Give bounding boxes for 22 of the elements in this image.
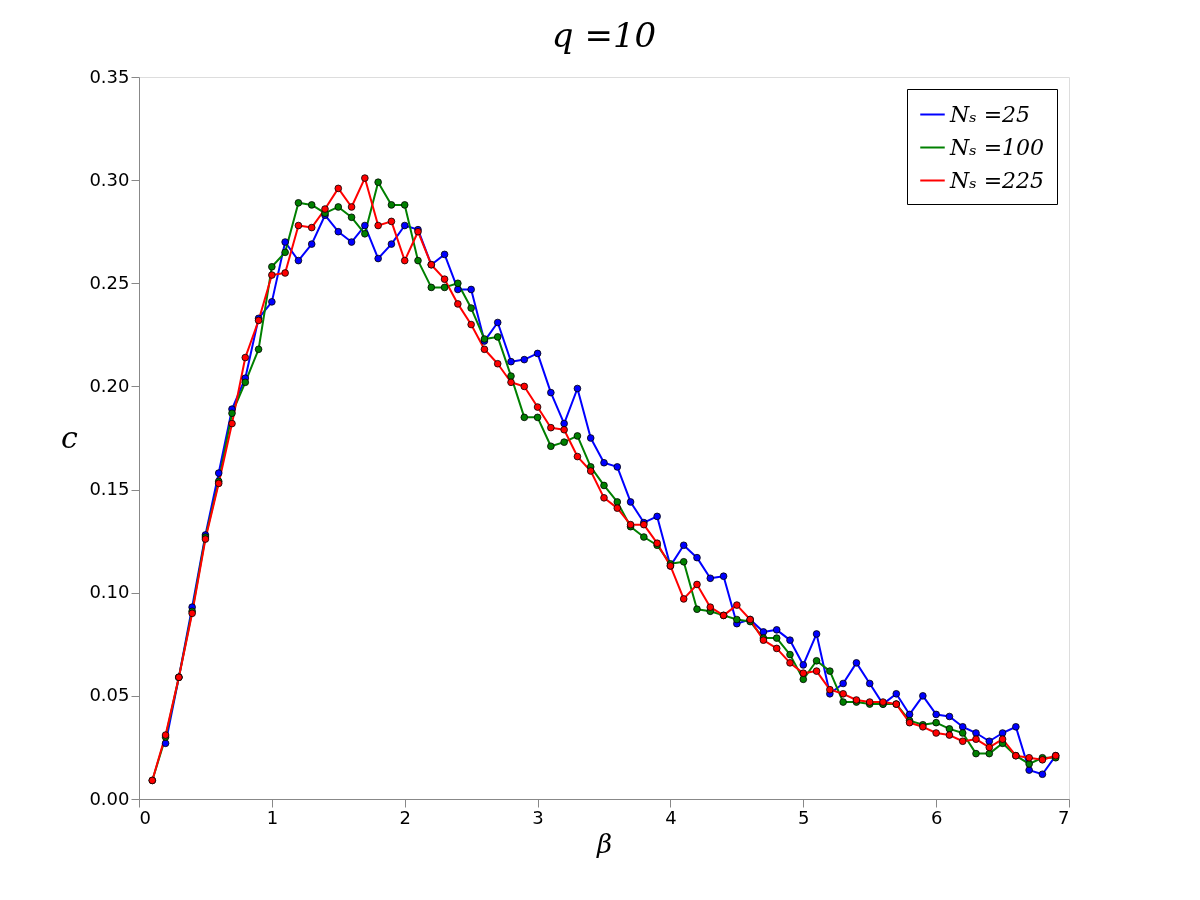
x-tick-label: 3 [532,806,544,828]
y-tick-label: 0.35 [89,65,130,87]
x-tick-label: 2 [399,806,411,828]
y-tick-label: 0.15 [89,478,130,500]
x-axis-title: β [595,828,613,859]
y-tick-label: 0.30 [89,168,130,190]
y-axis-title: c [61,419,79,455]
legend-label: Nₛ =225 [949,167,1045,193]
y-tick-label: 0.05 [89,684,130,706]
x-tick-label: 6 [930,806,943,828]
x-tick-label: 4 [665,806,677,828]
x-tick-label: 1 [266,806,279,828]
x-tick-label: 5 [798,806,810,828]
y-tick-label: 0.20 [89,374,130,396]
chart-title: q =10 [551,15,657,55]
legend-label: Nₛ =100 [949,134,1045,160]
x-tick-label: 7 [1058,806,1070,828]
y-tick-label: 0.00 [89,787,130,809]
legend-label: Nₛ =25 [949,101,1031,127]
y-tick-label: 0.25 [89,271,130,293]
x-tick-label: 0 [139,806,151,828]
y-tick-label: 0.10 [89,581,130,603]
